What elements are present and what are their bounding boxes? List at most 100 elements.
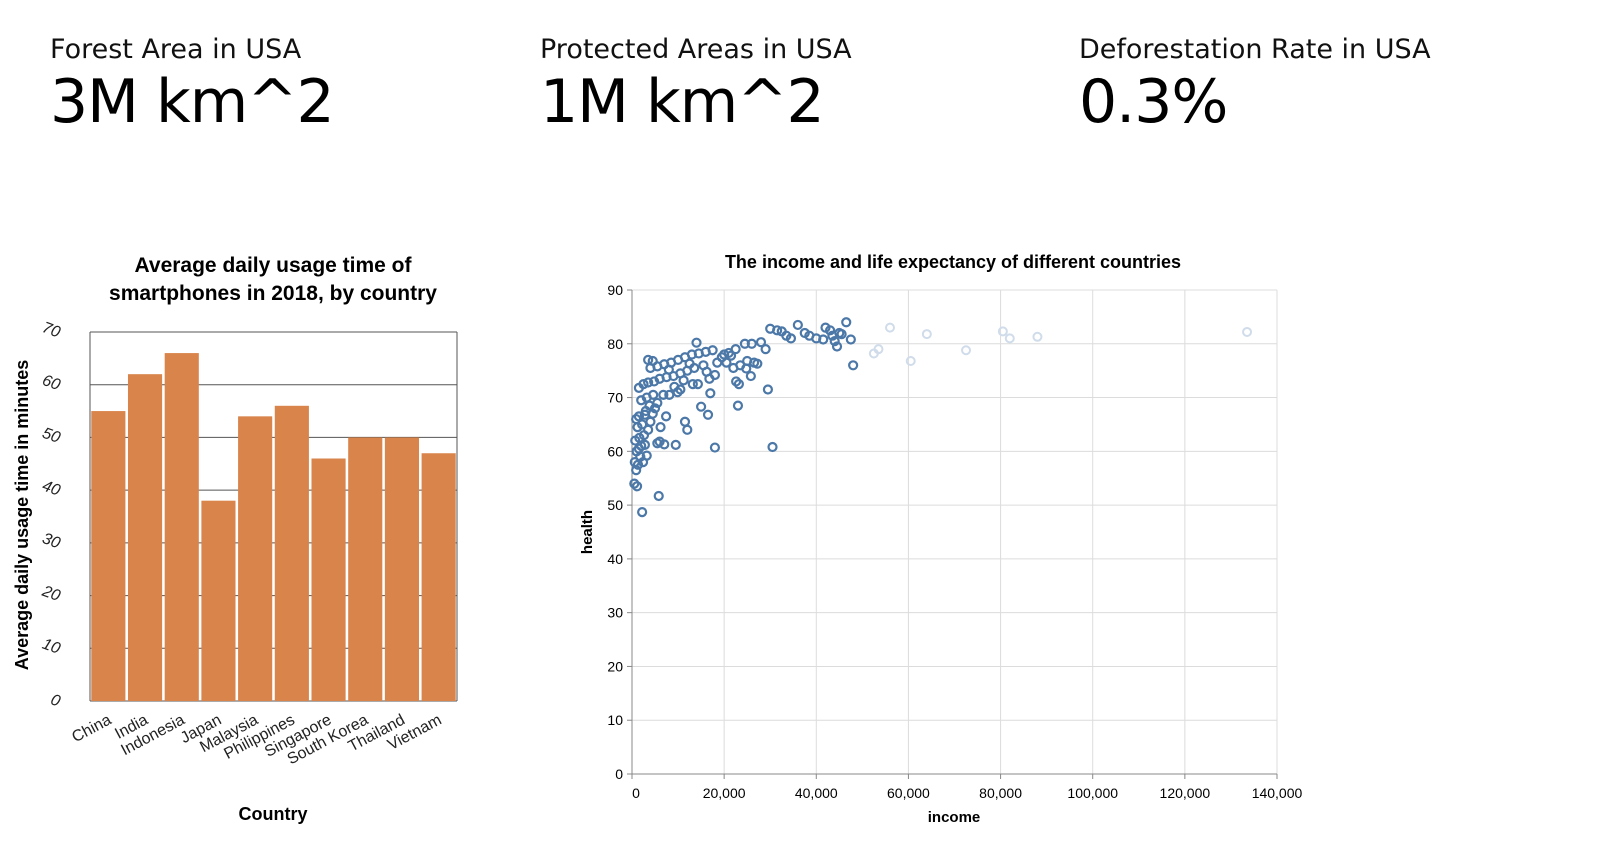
scatter-point [712, 357, 723, 368]
scatter-point [659, 439, 670, 450]
scatter-y-tick-label: 40 [607, 551, 623, 567]
scatter-point [687, 379, 698, 390]
bar-chart-x-axis-title: Country [239, 804, 308, 824]
scatter-x-tick-label: 120,000 [1160, 785, 1211, 801]
scatter-point [741, 363, 752, 374]
scatter-point [638, 379, 649, 390]
bar-y-tick-label: 0 [48, 691, 62, 710]
scatter-y-tick-label: 50 [607, 497, 623, 513]
scatter-chart-title: The income and life expectancy of differ… [725, 252, 1181, 272]
bar [91, 411, 126, 701]
scatter-chart-grid [627, 289, 1278, 779]
scatter-point [682, 424, 693, 435]
bar-y-tick-label: 60 [40, 372, 63, 394]
bar-chart-x-ticks: ChinaIndiaIndonesiaJapanMalaysiaPhilippi… [69, 711, 444, 768]
scatter-point [841, 317, 852, 328]
scatter-x-tick-label: 80,000 [979, 785, 1022, 801]
bar [348, 437, 383, 701]
bar-y-tick-label: 40 [40, 477, 63, 499]
scatter-y-tick-label: 70 [607, 390, 623, 406]
scatter-point [631, 481, 643, 492]
scatter-point-faded [1032, 331, 1043, 342]
scatter-point [745, 370, 756, 382]
scatter-x-tick-label: 60,000 [887, 785, 930, 801]
scatter-point [678, 375, 689, 386]
scatter-point [655, 422, 666, 433]
bar-chart-title-line-1: Average daily usage time of [135, 254, 413, 277]
bar-y-tick-label: 10 [40, 636, 63, 658]
scatter-point-faded [1004, 333, 1015, 344]
bar [127, 374, 163, 701]
scatter-point [660, 411, 672, 422]
scatter-point [825, 325, 836, 336]
scatter-y-tick-label: 30 [607, 605, 623, 621]
scatter-point [691, 337, 702, 348]
scatter-chart-y-axis-title: health [579, 510, 596, 554]
scatter-point [845, 334, 856, 345]
scatter-point-faded [961, 345, 972, 356]
scatter-point [831, 341, 843, 352]
scatter-point [641, 450, 652, 461]
scatter-point [762, 384, 774, 395]
kpi-forest-area: Forest Area in USA 3M km^2 [50, 30, 335, 137]
scatter-point-faded [997, 326, 1008, 337]
kpi-label: Protected Areas in USA [540, 34, 852, 65]
bar [201, 500, 236, 701]
scatter-point [647, 355, 658, 367]
bar-chart-y-ticks: 0 10 20 30 40 50 60 70 [39, 319, 63, 710]
bar [311, 458, 346, 701]
scatter-point [653, 490, 664, 502]
scatter-point [752, 358, 763, 369]
scatter-point [746, 338, 757, 349]
scatter-point [658, 389, 669, 400]
bar-y-tick-label: 70 [40, 319, 63, 341]
scatter-x-tick-label: 40,000 [795, 785, 838, 801]
scatter-point-faded [885, 322, 895, 333]
scatter-point [639, 439, 651, 450]
scatter-point [663, 364, 674, 375]
bar-chart-title-line-2: smartphones in 2018, by country [109, 282, 437, 305]
scatter-point-faded [1242, 326, 1253, 337]
scatter-point [684, 358, 695, 369]
scatter-point [725, 350, 737, 361]
scatter-point [696, 401, 707, 412]
scatter-point [792, 319, 803, 331]
scatter-chart-points [629, 317, 1253, 518]
bar-chart-bars [91, 353, 456, 701]
scatter-point [760, 344, 771, 355]
scatter-x-tick-label: 100,000 [1067, 785, 1118, 801]
kpi-value: 0.3% [1079, 67, 1228, 137]
scatter-point [767, 441, 778, 453]
scatter-point [701, 366, 712, 377]
kpi-label: Forest Area in USA [50, 34, 302, 65]
scatter-point [705, 388, 716, 399]
scatter-point [829, 335, 840, 347]
scatter-point-faded [873, 344, 884, 355]
scatter-y-tick-label: 10 [607, 712, 623, 728]
kpi-deforestation-rate: Deforestation Rate in USA 0.3% [1079, 30, 1431, 134]
kpi-value: 3M km^2 [50, 67, 335, 137]
scatter-point [848, 360, 859, 371]
bar-y-tick-label: 30 [40, 530, 63, 552]
scatter-y-tick-label: 60 [607, 443, 623, 459]
scatter-point [643, 377, 654, 388]
scatter-chart-y-ticks: 0 10 20 30 40 50 60 70 80 90 [607, 282, 623, 782]
scatter-point [709, 442, 721, 453]
bar-chart: Average daily usage time of smartphones … [12, 254, 458, 824]
bar [274, 405, 309, 701]
bar-x-tick-label: China [69, 711, 114, 746]
scatter-point [772, 325, 783, 336]
scatter-chart: The income and life expectancy of differ… [579, 252, 1303, 826]
scatter-point [785, 333, 797, 344]
scatter-point [633, 411, 645, 422]
bar [164, 353, 199, 701]
scatter-x-tick-label: 140,000 [1252, 785, 1303, 801]
kpi-value: 1M km^2 [540, 67, 825, 137]
scatter-point [637, 507, 648, 518]
scatter-point-faded [905, 355, 916, 366]
scatter-point [732, 400, 744, 411]
scatter-y-tick-label: 90 [607, 282, 623, 298]
scatter-y-tick-label: 20 [607, 658, 623, 674]
bar-y-tick-label: 50 [40, 425, 63, 447]
scatter-point [679, 416, 691, 427]
